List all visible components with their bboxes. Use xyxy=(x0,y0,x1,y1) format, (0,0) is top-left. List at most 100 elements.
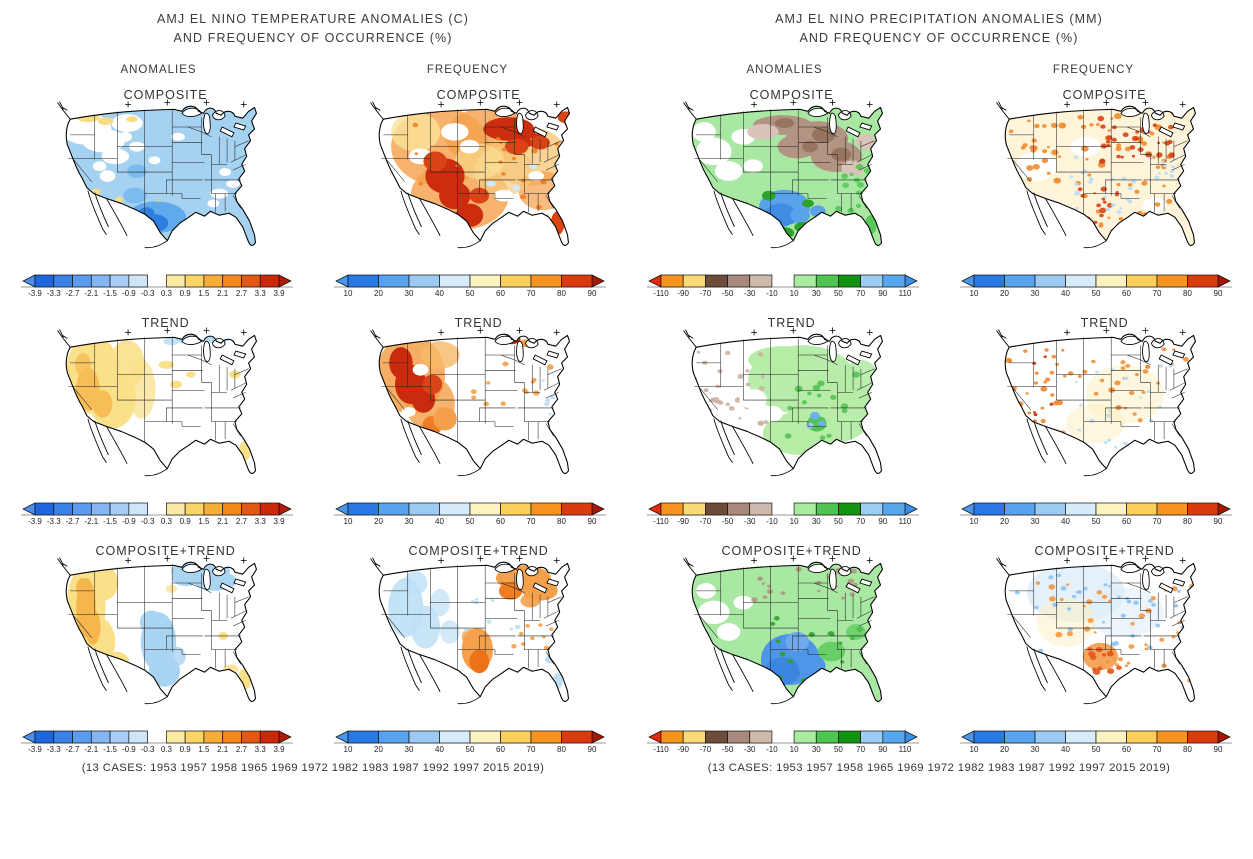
map-label: COMPOSITE xyxy=(436,87,521,102)
svg-text:80: 80 xyxy=(557,745,566,754)
svg-text:70: 70 xyxy=(856,289,865,298)
svg-text:60: 60 xyxy=(496,517,505,526)
map-label: TREND xyxy=(141,315,190,330)
map-cell: TREND 10 20 30 40 50 60 70 80 90 xyxy=(943,306,1248,534)
svg-text:-0.3: -0.3 xyxy=(140,289,154,298)
svg-text:-2.1: -2.1 xyxy=(84,289,98,298)
svg-text:50: 50 xyxy=(465,289,474,298)
svg-text:3.3: 3.3 xyxy=(254,745,266,754)
svg-text:30: 30 xyxy=(404,289,413,298)
us-map-precip-frequency-composite xyxy=(943,78,1248,274)
svg-text:60: 60 xyxy=(496,289,505,298)
map-grid-temperature: COMPOSITE -3.9 -3.3 -2.7 -2.1 -1.5 -0.9 -0.3 0.… xyxy=(4,78,622,762)
svg-text:0.3: 0.3 xyxy=(160,745,172,754)
svg-text:-3.3: -3.3 xyxy=(46,745,60,754)
svg-text:90: 90 xyxy=(878,289,887,298)
svg-text:-30: -30 xyxy=(743,745,755,754)
map-label: COMPOSITE xyxy=(1062,87,1147,102)
map-label: COMPOSITE+TREND xyxy=(408,543,549,558)
svg-text:90: 90 xyxy=(587,517,596,526)
svg-text:-2.1: -2.1 xyxy=(84,745,98,754)
svg-text:60: 60 xyxy=(496,745,505,754)
us-map-temp-anomalies-trend xyxy=(4,306,309,502)
svg-text:-70: -70 xyxy=(699,289,711,298)
svg-text:10: 10 xyxy=(789,517,798,526)
colorbar-precip-frequency: 10 20 30 40 50 60 70 80 90 xyxy=(943,728,1248,762)
svg-text:40: 40 xyxy=(1061,745,1070,754)
svg-text:110: 110 xyxy=(898,745,911,754)
svg-text:-3.9: -3.9 xyxy=(28,289,42,298)
svg-text:-70: -70 xyxy=(699,745,711,754)
us-map-precip-frequency-trend xyxy=(943,306,1248,502)
svg-text:20: 20 xyxy=(1000,517,1009,526)
svg-text:110: 110 xyxy=(898,517,911,526)
map-label: COMPOSITE xyxy=(123,87,208,102)
colorbar-precip-frequency: 10 20 30 40 50 60 70 80 90 xyxy=(943,500,1248,534)
svg-text:2.7: 2.7 xyxy=(235,745,247,754)
svg-text:10: 10 xyxy=(343,745,352,754)
svg-text:-1.5: -1.5 xyxy=(103,745,117,754)
map-cell: COMPOSITE+TREND -110 -90 -70 -50 -30 -10 10 30 5… xyxy=(630,534,935,762)
svg-text:10: 10 xyxy=(789,289,798,298)
svg-text:10: 10 xyxy=(343,517,352,526)
svg-text:0.3: 0.3 xyxy=(160,517,172,526)
svg-text:-30: -30 xyxy=(743,289,755,298)
svg-text:-1.5: -1.5 xyxy=(103,517,117,526)
column-header-frequency: FREQUENCY xyxy=(1052,63,1135,76)
colorbar-temp-anomalies: -3.9 -3.3 -2.7 -2.1 -1.5 -0.9 -0.3 0.3 0.9 1.5 2.1… xyxy=(4,500,309,534)
svg-text:10: 10 xyxy=(343,289,352,298)
svg-text:3.3: 3.3 xyxy=(254,517,266,526)
svg-text:60: 60 xyxy=(1122,745,1131,754)
svg-text:90: 90 xyxy=(587,289,596,298)
svg-text:50: 50 xyxy=(833,289,842,298)
svg-text:-2.7: -2.7 xyxy=(65,289,79,298)
us-map-precip-anomalies-composite-trend xyxy=(630,534,935,730)
svg-text:-50: -50 xyxy=(721,517,733,526)
svg-text:90: 90 xyxy=(587,745,596,754)
svg-text:3.9: 3.9 xyxy=(273,517,285,526)
svg-text:10: 10 xyxy=(969,745,978,754)
colorbar-temp-frequency: 10 20 30 40 50 60 70 80 90 xyxy=(317,728,622,762)
svg-text:-10: -10 xyxy=(766,745,778,754)
svg-text:-10: -10 xyxy=(766,517,778,526)
svg-text:-0.9: -0.9 xyxy=(121,517,135,526)
svg-text:50: 50 xyxy=(833,745,842,754)
svg-text:30: 30 xyxy=(811,745,820,754)
svg-text:-10: -10 xyxy=(766,289,778,298)
map-cell: COMPOSITE 10 20 30 40 50 60 70 80 90 xyxy=(317,78,622,306)
svg-text:-3.9: -3.9 xyxy=(28,745,42,754)
svg-text:110: 110 xyxy=(898,289,911,298)
map-label: TREND xyxy=(454,315,503,330)
svg-text:-3.9: -3.9 xyxy=(28,517,42,526)
panel-title-line2: AND FREQUENCY OF OCCURRENCE (%) xyxy=(799,31,1079,46)
svg-text:2.1: 2.1 xyxy=(217,745,229,754)
colorbar-temp-frequency: 10 20 30 40 50 60 70 80 90 xyxy=(317,272,622,306)
svg-text:3.9: 3.9 xyxy=(273,289,285,298)
map-label: COMPOSITE xyxy=(749,87,834,102)
svg-text:70: 70 xyxy=(526,517,535,526)
svg-text:50: 50 xyxy=(465,517,474,526)
svg-text:0.9: 0.9 xyxy=(179,517,191,526)
svg-text:70: 70 xyxy=(1152,289,1161,298)
svg-text:80: 80 xyxy=(1183,517,1192,526)
map-cell: TREND -110 -90 -70 -50 -30 -10 10 30 50 70 90 110 xyxy=(630,306,935,534)
map-label: TREND xyxy=(767,315,816,330)
svg-text:50: 50 xyxy=(1091,517,1100,526)
svg-text:-0.3: -0.3 xyxy=(140,517,154,526)
map-label: TREND xyxy=(1080,315,1129,330)
panel-precipitation: AMJ EL NINO PRECIPITATION ANOMALIES (MM)… xyxy=(626,0,1252,774)
svg-text:80: 80 xyxy=(1183,745,1192,754)
map-cell: COMPOSITE+TREND 10 20 30 40 50 60 70 80 90 xyxy=(317,534,622,762)
column-header-anomalies: ANOMALIES xyxy=(746,63,823,76)
us-map-temp-anomalies-composite xyxy=(4,78,309,274)
map-cell: COMPOSITE+TREND 10 20 30 40 50 60 70 80 90 xyxy=(943,534,1248,762)
svg-text:-50: -50 xyxy=(721,289,733,298)
us-map-temp-frequency-trend xyxy=(317,306,622,502)
colorbar-temp-anomalies: -3.9 -3.3 -2.7 -2.1 -1.5 -0.9 -0.3 0.3 0.9 1.5 2.1… xyxy=(4,728,309,762)
svg-text:-110: -110 xyxy=(653,289,669,298)
map-label: COMPOSITE+TREND xyxy=(1034,543,1175,558)
svg-text:20: 20 xyxy=(374,745,383,754)
svg-text:30: 30 xyxy=(1030,517,1039,526)
map-cell: COMPOSITE -110 -90 -70 -50 -30 -10 10 30 50 70 90 1… xyxy=(630,78,935,306)
svg-text:60: 60 xyxy=(1122,517,1131,526)
